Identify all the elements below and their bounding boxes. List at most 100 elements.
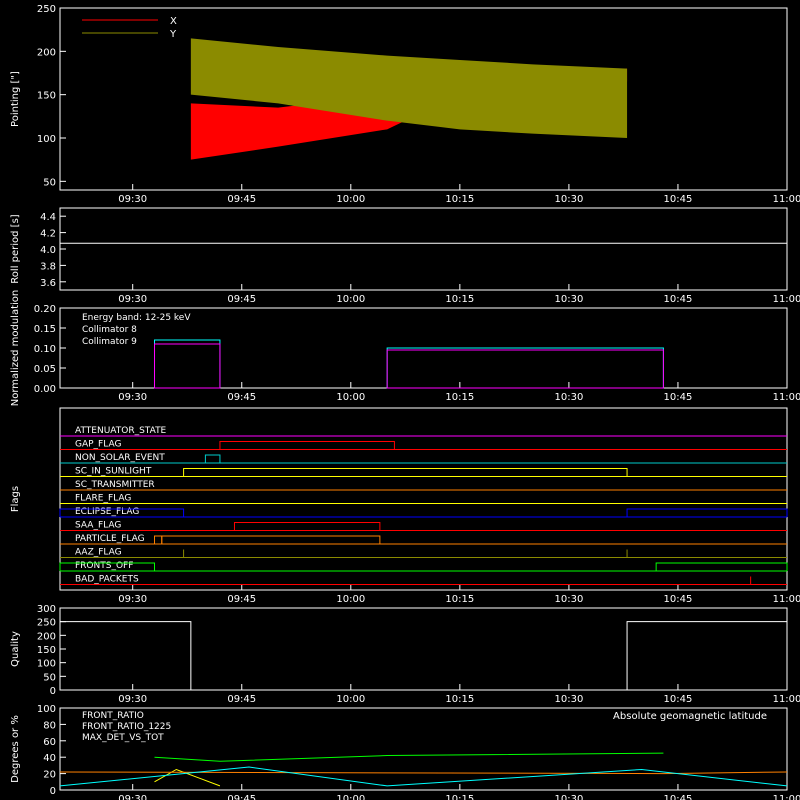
flag-step-PARTICLE_FLAG (161, 535, 381, 544)
ratios-xtick-label: 11:00 (773, 794, 800, 800)
pointing-xtick-label: 10:00 (336, 194, 365, 205)
quality-xtick-label: 10:00 (336, 694, 365, 705)
pointing-xtick-label: 10:30 (554, 194, 583, 205)
roll-ytick-label: 4.0 (40, 245, 56, 256)
modulation-ytick-label: 0.20 (34, 304, 56, 315)
modulation-xtick-label: 11:00 (773, 392, 800, 403)
quality-ytick-label: 100 (37, 659, 56, 670)
flags-xtick-label: 10:45 (664, 594, 693, 605)
modulation-xtick-label: 10:15 (445, 392, 474, 403)
ratios-xtick-label: 09:30 (118, 794, 147, 800)
ratios-legend-MAX_DET_VS_TOT: MAX_DET_VS_TOT (82, 733, 164, 743)
quality-frame (59, 607, 788, 691)
modulation-xtick-label: 10:45 (664, 392, 693, 403)
flag-step-FRONTS_OFF (59, 562, 156, 571)
modulation-ytick-label: 0.05 (34, 364, 56, 375)
roll-ylabel: Roll period [s] (10, 214, 21, 283)
flag-step-NON_SOLAR_EVENT (204, 454, 221, 463)
roll-xtick-label: 10:45 (664, 294, 693, 305)
flags-xtick-label: 10:00 (336, 594, 365, 605)
ratios-ytick-label: 60 (43, 737, 56, 748)
modulation-ytick-label: 0.10 (34, 344, 56, 355)
flag-label-AAZ_FLAG: AAZ_FLAG (75, 548, 122, 558)
flag-label-NON_SOLAR_EVENT: NON_SOLAR_EVENT (75, 453, 165, 463)
modulation-legend-Collimator 9: Collimator 9 (82, 337, 137, 347)
ratios-ytick-label: 100 (37, 704, 56, 715)
ratios-xtick-label: 09:45 (227, 794, 256, 800)
ratios-xtick-label: 10:15 (445, 794, 474, 800)
ratios-ylabel: Degrees or % (10, 715, 21, 783)
quality-ytick-label: 250 (37, 618, 56, 629)
pointing-xtick-label: 11:00 (773, 194, 800, 205)
quality-xtick-label: 09:30 (118, 694, 147, 705)
roll-xtick-label: 11:00 (773, 294, 800, 305)
modulation-xtick-label: 09:45 (227, 392, 256, 403)
quality-xtick-label: 10:15 (445, 694, 474, 705)
ratios-xtick-label: 10:00 (336, 794, 365, 800)
flag-label-GAP_FLAG: GAP_FLAG (75, 440, 121, 450)
roll-ytick-label: 3.6 (40, 278, 56, 289)
flag-label-SC_IN_SUNLIGHT: SC_IN_SUNLIGHT (75, 467, 152, 477)
flags-frame (59, 407, 788, 591)
pointing-xtick-label: 10:15 (445, 194, 474, 205)
quality-ytick-label: 150 (37, 645, 56, 656)
quality-xtick-label: 10:30 (554, 694, 583, 705)
flags-xtick-label: 10:30 (554, 594, 583, 605)
flags-xtick-label: 09:45 (227, 594, 256, 605)
ratios-series-FRONT_RATIO_1225 (154, 752, 664, 762)
pointing-series-X (60, 68, 787, 160)
quality-xtick-label: 10:45 (664, 694, 693, 705)
flag-label-ECLIPSE_FLAG: ECLIPSE_FLAG (75, 507, 139, 517)
roll-xtick-label: 10:30 (554, 294, 583, 305)
flag-step-SAA_FLAG (233, 522, 381, 531)
flag-step-FRONTS_OFF (655, 562, 788, 571)
modulation-xtick-label: 10:30 (554, 392, 583, 403)
roll-xtick-label: 09:45 (227, 294, 256, 305)
ratios-frame (59, 707, 788, 791)
flag-step-ECLIPSE_FLAG (626, 508, 788, 517)
quality-ytick-label: 200 (37, 631, 56, 642)
roll-ytick-label: 4.2 (40, 229, 56, 240)
ratios-ytick-label: 80 (43, 720, 56, 731)
roll-ytick-label: 3.8 (40, 261, 56, 272)
flag-label-FLARE_FLAG: FLARE_FLAG (75, 494, 131, 504)
pointing-series-Y (60, 38, 787, 139)
ratios-ytick-label: 20 (43, 770, 56, 781)
flags-xtick-label: 09:30 (118, 594, 147, 605)
pointing-legend-X: X (170, 16, 177, 27)
modulation-series-Collimator 8 (154, 339, 221, 389)
pointing-xtick-label: 09:45 (227, 194, 256, 205)
pointing-ytick-label: 250 (37, 4, 56, 15)
flag-step-PARTICLE_FLAG (154, 535, 163, 544)
ratios-legend-FRONT_RATIO_1225: FRONT_RATIO_1225 (82, 722, 171, 732)
flag-label-SC_TRANSMITTER: SC_TRANSMITTER (75, 480, 155, 490)
pointing-xtick-label: 10:45 (664, 194, 693, 205)
quality-xtick-label: 09:45 (227, 694, 256, 705)
pointing-frame (59, 7, 788, 191)
pointing-ytick-label: 100 (37, 134, 56, 145)
modulation-ytick-label: 0.00 (34, 384, 56, 395)
flag-label-BAD_PACKETS: BAD_PACKETS (75, 575, 139, 585)
ratios-xtick-label: 10:45 (664, 794, 693, 800)
quality-ytick-label: 0 (50, 686, 56, 697)
flag-label-SAA_FLAG: SAA_FLAG (75, 521, 121, 531)
quality-ytick-label: 300 (37, 604, 56, 615)
pointing-legend-Y: Y (169, 29, 177, 40)
modulation-ylabel: Normalized modulation (10, 290, 21, 407)
ratios-xtick-label: 10:30 (554, 794, 583, 800)
modulation-xtick-label: 09:30 (118, 392, 147, 403)
flag-step-ECLIPSE_FLAG (59, 508, 185, 517)
ratios-ytick-label: 0 (50, 786, 56, 797)
quality-ytick-label: 50 (43, 672, 56, 683)
pointing-ylabel: Pointing ["] (10, 71, 21, 127)
modulation-series-Collimator 9 (386, 349, 664, 389)
flag-label-PARTICLE_FLAG: PARTICLE_FLAG (75, 534, 145, 544)
modulation-annotation: Energy band: 12-25 keV (82, 313, 191, 323)
roll-xtick-label: 10:15 (445, 294, 474, 305)
modulation-series-Collimator 9 (154, 343, 221, 389)
modulation-series-Collimator 8 (386, 347, 664, 389)
roll-xtick-label: 10:00 (336, 294, 365, 305)
flag-step-GAP_FLAG (219, 441, 395, 450)
flags-xtick-label: 11:00 (773, 594, 800, 605)
